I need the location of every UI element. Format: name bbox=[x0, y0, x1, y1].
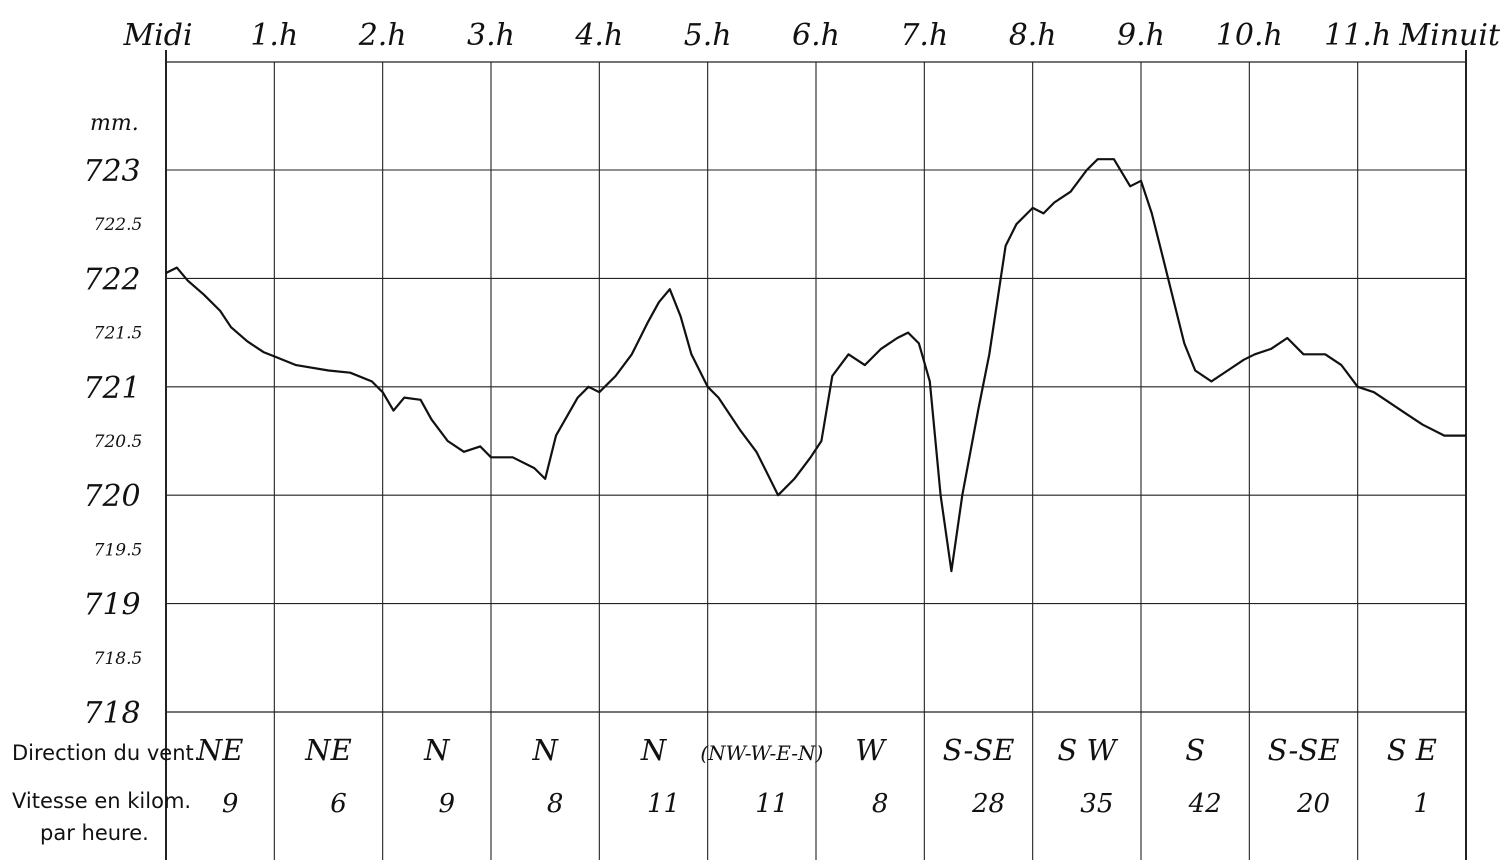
hour-label: 4.h bbox=[574, 18, 623, 53]
wind-speed-value: 11 bbox=[647, 789, 680, 819]
wind-direction-value: (NW-W-E-N) bbox=[700, 741, 823, 765]
wind-direction-value: S-SE bbox=[1268, 733, 1340, 767]
wind-direction-value: S E bbox=[1387, 733, 1437, 767]
hour-label: 10.h bbox=[1216, 18, 1283, 53]
wind-speed-value: 6 bbox=[330, 789, 347, 819]
hour-axis-labels: Midi 1.h 2.h 3.h 4.h 5.h 6.h 7.h 8.h 9.h 10.h 11.h M… bbox=[122, 18, 1501, 53]
pressure-unit-label: mm. bbox=[90, 111, 139, 136]
pressure-tick-label: 718 bbox=[83, 696, 140, 731]
wind-direction-value: N bbox=[531, 733, 559, 767]
pressure-tick-label: 722 bbox=[83, 262, 140, 297]
hour-label: 8.h bbox=[1009, 18, 1057, 53]
wind-direction-value: W bbox=[855, 733, 887, 767]
hour-label: 3.h bbox=[467, 18, 515, 53]
hour-label: 7.h bbox=[900, 18, 948, 53]
wind-speed-value: 9 bbox=[222, 789, 239, 819]
pressure-tick-label: 719.5 bbox=[94, 540, 143, 560]
grid bbox=[165, 50, 1467, 860]
wind-speed-label-line2: par heure. bbox=[40, 821, 149, 845]
wind-speed-value: 8 bbox=[872, 789, 889, 819]
pressure-tick-label: 722.5 bbox=[94, 215, 143, 235]
hour-label: 6.h bbox=[792, 18, 840, 53]
pressure-tick-label: 719 bbox=[83, 588, 140, 623]
pressure-tick-label: 723 bbox=[83, 154, 140, 189]
pressure-tick-label: 720 bbox=[83, 479, 140, 514]
wind-direction-value: N bbox=[640, 733, 668, 767]
wind-speed-value: 20 bbox=[1296, 789, 1330, 819]
pressure-tick-label: 721 bbox=[83, 371, 140, 406]
hour-label: 9.h bbox=[1117, 18, 1165, 53]
hour-label: Midi bbox=[122, 18, 192, 53]
pressure-line bbox=[165, 158, 1466, 573]
hour-label: 11.h bbox=[1324, 18, 1391, 53]
wind-speed-value: 35 bbox=[1080, 789, 1113, 819]
wind-direction-value: N bbox=[423, 733, 451, 767]
wind-direction-value: S-SE bbox=[943, 733, 1015, 767]
hour-label: 1.h bbox=[250, 18, 298, 53]
wind-direction-label: Direction du vent. bbox=[12, 741, 200, 765]
wind-speed-label-line1: Vitesse en kilom. bbox=[12, 789, 191, 813]
wind-direction-value: S W bbox=[1057, 733, 1118, 767]
pressure-tick-label: 721.5 bbox=[94, 324, 143, 344]
wind-speed-value: 8 bbox=[547, 789, 564, 819]
wind-speed-value: 42 bbox=[1188, 789, 1222, 819]
wind-direction-value: NE bbox=[196, 733, 244, 767]
pressure-axis-labels: mm. 723 722.5 722 721.5 721 720.5 720 719.5 719 7… bbox=[83, 111, 142, 731]
wind-direction-value: S bbox=[1185, 733, 1205, 767]
hour-label: 5.h bbox=[684, 18, 732, 53]
wind-table: Direction du vent. Vitesse en kilom. par… bbox=[12, 733, 1437, 845]
hour-label: 2.h bbox=[358, 18, 407, 53]
pressure-tick-label: 718.5 bbox=[94, 649, 143, 669]
wind-speed-value: 1 bbox=[1414, 789, 1431, 819]
wind-speed-value: 9 bbox=[439, 789, 456, 819]
wind-speed-value: 11 bbox=[755, 789, 788, 819]
pressure-tick-label: 720.5 bbox=[94, 432, 143, 452]
wind-direction-value: NE bbox=[304, 733, 352, 767]
wind-speed-value: 28 bbox=[971, 789, 1005, 819]
hour-label: Minuit bbox=[1398, 18, 1501, 53]
